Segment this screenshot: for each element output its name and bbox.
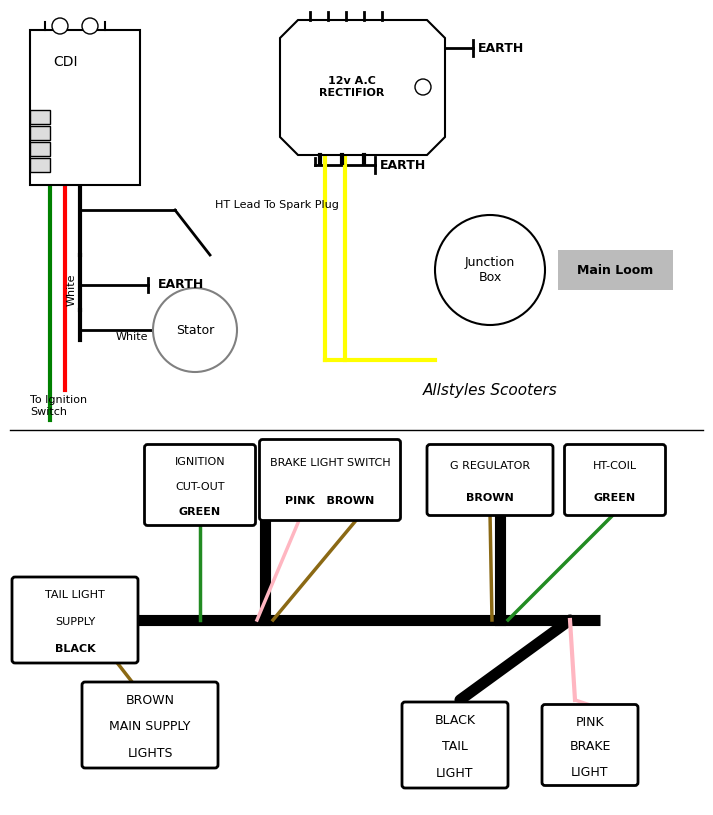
Bar xyxy=(558,250,673,290)
Text: Allstyles Scooters: Allstyles Scooters xyxy=(423,382,558,398)
Text: TAIL LIGHT: TAIL LIGHT xyxy=(45,590,105,601)
Text: HT-COIL: HT-COIL xyxy=(593,460,637,471)
Circle shape xyxy=(82,18,98,34)
FancyBboxPatch shape xyxy=(82,682,218,768)
Text: GREEN: GREEN xyxy=(594,493,636,503)
Polygon shape xyxy=(280,20,445,155)
FancyBboxPatch shape xyxy=(565,444,665,516)
Text: GREEN: GREEN xyxy=(179,507,221,517)
Text: BRAKE: BRAKE xyxy=(569,741,611,754)
Text: CDI: CDI xyxy=(53,55,77,69)
Circle shape xyxy=(153,288,237,372)
Text: BLACK: BLACK xyxy=(55,644,96,654)
Text: PINK   BROWN: PINK BROWN xyxy=(285,496,374,506)
Text: BROWN: BROWN xyxy=(466,493,514,503)
Text: SUPPLY: SUPPLY xyxy=(55,617,95,627)
Text: BROWN: BROWN xyxy=(125,694,175,707)
Text: White: White xyxy=(67,274,77,306)
Text: White: White xyxy=(116,332,148,342)
Circle shape xyxy=(52,18,68,34)
Text: TAIL: TAIL xyxy=(442,741,468,754)
Text: LIGHT: LIGHT xyxy=(571,765,609,778)
Circle shape xyxy=(415,79,431,95)
Text: CUT-OUT: CUT-OUT xyxy=(175,482,225,492)
FancyBboxPatch shape xyxy=(12,577,138,663)
Bar xyxy=(30,30,140,185)
Text: EARTH: EARTH xyxy=(478,42,524,55)
Text: Junction
Box: Junction Box xyxy=(465,256,515,284)
Bar xyxy=(30,126,50,140)
Text: IGNITION: IGNITION xyxy=(175,457,225,467)
FancyBboxPatch shape xyxy=(427,444,553,516)
FancyBboxPatch shape xyxy=(402,702,508,788)
FancyBboxPatch shape xyxy=(145,444,255,526)
Text: LIGHT: LIGHT xyxy=(436,767,473,780)
Text: BLACK: BLACK xyxy=(434,714,476,727)
Text: BRAKE LIGHT SWITCH: BRAKE LIGHT SWITCH xyxy=(270,458,390,469)
Text: LIGHTS: LIGHTS xyxy=(127,747,173,760)
Text: 12v A.C
RECTIFIOR: 12v A.C RECTIFIOR xyxy=(319,76,385,98)
Text: G REGULATOR: G REGULATOR xyxy=(450,460,530,471)
Text: To Ignition
Switch: To Ignition Switch xyxy=(30,395,87,416)
Circle shape xyxy=(435,215,545,325)
Text: Stator: Stator xyxy=(176,324,214,337)
Text: EARTH: EARTH xyxy=(158,279,204,292)
Text: Main Loom: Main Loom xyxy=(578,263,654,276)
Text: PINK: PINK xyxy=(575,716,605,729)
Text: HT Lead To Spark Plug: HT Lead To Spark Plug xyxy=(215,200,339,210)
Text: MAIN SUPPLY: MAIN SUPPLY xyxy=(109,720,190,734)
Bar xyxy=(30,142,50,156)
Bar xyxy=(30,158,50,172)
Bar xyxy=(30,110,50,124)
FancyBboxPatch shape xyxy=(542,704,638,786)
Text: EARTH: EARTH xyxy=(380,158,426,171)
FancyBboxPatch shape xyxy=(260,439,401,521)
